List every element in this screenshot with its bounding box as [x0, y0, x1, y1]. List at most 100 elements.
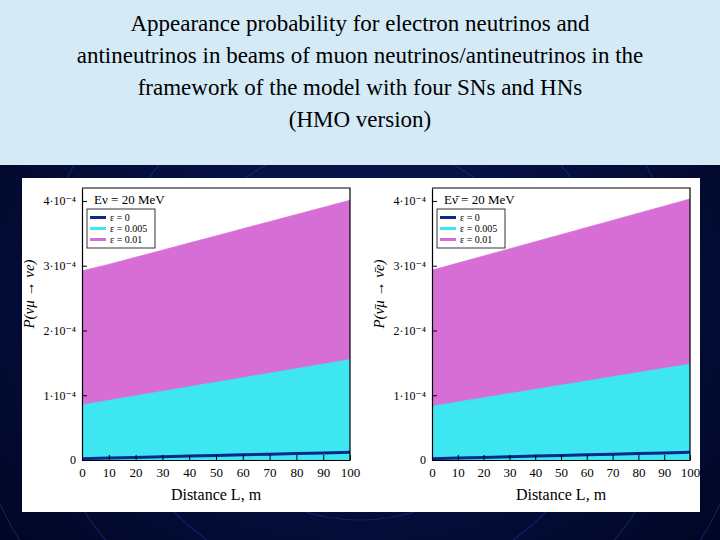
y-axis-title: P(ν̄μ → ν̄e) [371, 259, 388, 329]
x-tick-mark [162, 455, 163, 460]
x-axis-title: Distance L, m [171, 486, 262, 503]
y-tick: 2·10⁻⁴ [43, 324, 87, 338]
x-tick: 90 [658, 455, 671, 480]
title-line: Appearance probability for electron neut… [130, 11, 590, 36]
x-tick-label: 10 [103, 465, 116, 480]
title-line: antineutrinos in beams of muon neutrinos… [77, 43, 644, 68]
y-tick: 4·10⁻⁴ [393, 194, 437, 208]
x-tick: 80 [290, 455, 303, 480]
x-tick-mark [613, 455, 614, 460]
y-tick-label: 1·10⁻⁴ [43, 389, 76, 403]
title-line: framework of the model with four SNs and… [138, 75, 583, 100]
x-tick-label: 0 [429, 465, 436, 480]
x-tick-label: 80 [632, 465, 645, 480]
y-tick-mark [82, 395, 87, 396]
y-tick-label: 4·10⁻⁴ [43, 194, 76, 208]
x-tick-mark [535, 455, 536, 460]
series-area [82, 360, 350, 460]
y-tick-label: 3·10⁻⁴ [393, 259, 426, 273]
slide: Appearance probability for electron neut… [0, 0, 720, 540]
x-tick: 30 [156, 455, 169, 480]
annotation: Eν̄ = 20 MeV [444, 192, 515, 207]
x-tick-label: 50 [210, 465, 223, 480]
x-tick-label: 100 [681, 465, 701, 480]
y-tick-label: 3·10⁻⁴ [43, 259, 76, 273]
x-tick-label: 40 [529, 465, 542, 480]
x-tick-label: 30 [156, 465, 169, 480]
legend-label: ε = 0.01 [460, 234, 492, 245]
x-tick: 40 [529, 455, 542, 480]
x-tick-mark [189, 455, 190, 460]
y-tick-mark [432, 460, 437, 461]
x-tick-label: 90 [658, 465, 671, 480]
x-axis-title: Distance L, m [516, 486, 607, 503]
y-axis: 0 1·10⁻⁴ 2·10⁻⁴ 3·10⁻⁴ 4·10⁻⁴ [43, 189, 87, 468]
title-box [0, 0, 720, 165]
x-tick-mark [664, 455, 665, 460]
x-tick: 60 [581, 455, 594, 480]
x-tick: 80 [632, 455, 645, 480]
legend-swatch [440, 216, 456, 219]
x-tick-mark [458, 455, 459, 460]
series-area [82, 200, 350, 460]
y-tick-label: 0 [70, 453, 76, 467]
x-tick-label: 70 [264, 465, 277, 480]
y-tick-label: 1·10⁻⁴ [393, 389, 426, 403]
x-tick-label: 80 [290, 465, 303, 480]
y-tick: 1·10⁻⁴ [43, 389, 87, 403]
x-tick: 90 [317, 455, 330, 480]
x-tick: 20 [130, 455, 143, 480]
x-axis-line [433, 460, 691, 461]
x-tick-label: 20 [130, 465, 143, 480]
x-tick-mark [323, 455, 324, 460]
y-tick-mark [82, 201, 87, 202]
y-tick-label: 2·10⁻⁴ [393, 324, 426, 338]
background-rings [0, 0, 720, 540]
x-tick-label: 30 [503, 465, 516, 480]
annotation: Eν = 20 MeV [94, 192, 165, 207]
x-axis-line [83, 460, 351, 461]
series-area [432, 364, 690, 460]
y-tick-mark [432, 330, 437, 331]
chart-panel [22, 178, 700, 512]
x-tick: 60 [237, 455, 250, 480]
legend-swatch [440, 227, 456, 230]
x-tick: 50 [210, 455, 223, 480]
x-tick-label: 0 [79, 465, 86, 480]
background-ring [0, 0, 720, 540]
legend-label: ε = 0.005 [110, 223, 147, 234]
x-tick-label: 70 [607, 465, 620, 480]
x-tick-mark [638, 455, 639, 460]
legend-swatch [90, 238, 106, 241]
y-tick-mark [82, 460, 87, 461]
x-tick-label: 60 [581, 465, 594, 480]
x-tick-mark [216, 455, 217, 460]
legend: ε = 0ε = 0.005ε = 0.01 [87, 209, 155, 248]
y-axis-line [432, 189, 433, 461]
x-tick-mark [509, 455, 510, 460]
y-tick: 3·10⁻⁴ [393, 259, 437, 273]
background-ring [0, 0, 720, 540]
x-tick: 20 [478, 455, 491, 480]
legend-label: ε = 0 [110, 212, 130, 223]
y-axis-title: P(νμ → νe) [21, 259, 38, 329]
x-tick-label: 90 [317, 465, 330, 480]
y-tick: 0 [70, 453, 87, 467]
plot-frame [82, 188, 350, 460]
plot-frame [432, 188, 690, 460]
x-axis: 0 10 20 30 40 50 60 70 80 90 100 [79, 455, 360, 480]
x-tick-mark [296, 455, 297, 460]
x-tick: 30 [503, 455, 516, 480]
x-tick: 70 [607, 455, 620, 480]
y-axis-line [82, 189, 83, 461]
x-tick: 10 [103, 455, 116, 480]
x-tick-label: 40 [183, 465, 196, 480]
y-tick: 3·10⁻⁴ [43, 259, 87, 273]
x-tick-mark [587, 455, 588, 460]
y-tick-label: 2·10⁻⁴ [43, 324, 76, 338]
x-tick-label: 20 [478, 465, 491, 480]
x-tick-label: 50 [555, 465, 568, 480]
x-tick-label: 100 [341, 465, 361, 480]
chart: 010203040506070809010001·10⁻⁴2·10⁻⁴3·10⁻… [371, 188, 700, 503]
legend-box [437, 209, 505, 248]
